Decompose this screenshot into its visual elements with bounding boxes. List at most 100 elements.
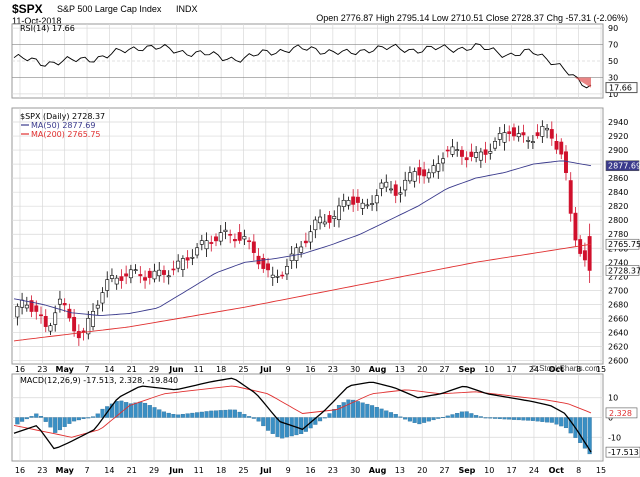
price-candle xyxy=(351,196,356,205)
x-axis-label: 8 xyxy=(576,365,581,374)
price-tick-label: 2840 xyxy=(608,188,628,197)
x-axis-label: 23 xyxy=(37,466,47,475)
macd-histogram-bar xyxy=(176,414,181,418)
macd-last-value-box xyxy=(605,446,640,458)
x-axis-label: 27 xyxy=(439,365,449,374)
macd-histogram-bar xyxy=(497,417,502,419)
macd-histogram-bar xyxy=(493,417,498,419)
price-candle xyxy=(247,240,252,243)
price-candle xyxy=(445,149,450,152)
price-tick-label: 2700 xyxy=(608,286,628,295)
price-candle xyxy=(379,182,384,189)
price-candle xyxy=(516,133,521,138)
price-candle xyxy=(176,260,181,269)
price-candle xyxy=(218,232,223,242)
price-candle xyxy=(370,203,375,205)
price-candle xyxy=(507,131,512,135)
macd-histogram-bar xyxy=(511,417,517,420)
macd-histogram-bar xyxy=(86,417,91,419)
price-candle xyxy=(493,141,498,149)
price-candle xyxy=(407,172,412,182)
x-axis-label: 7 xyxy=(84,466,89,475)
rsi-tick-label: 90 xyxy=(608,24,618,33)
macd-histogram-bar xyxy=(322,417,327,419)
x-axis-label: Sep xyxy=(458,466,475,475)
price-candle xyxy=(105,279,110,291)
chart-date: 11-Oct-2018 xyxy=(12,16,62,26)
macd-histogram-bar xyxy=(535,417,540,422)
price-candle xyxy=(147,270,152,278)
price-candle xyxy=(322,221,327,225)
macd-histogram-bar xyxy=(582,417,587,449)
macd-legend: MACD(12,26,9) -17.513, 2.328, -19.840 xyxy=(20,376,178,385)
price-candle xyxy=(251,241,256,253)
price-candle xyxy=(393,184,398,196)
price-candle xyxy=(540,126,545,137)
macd-histogram-bar xyxy=(53,417,58,433)
macd-histogram-bar xyxy=(469,413,474,418)
price-candle xyxy=(86,318,91,335)
x-axis-label: 16 xyxy=(15,365,25,374)
ma200-last-value: 2765.75 xyxy=(608,240,640,249)
rsi-tick-label: 10 xyxy=(608,90,618,99)
macd-histogram-bar xyxy=(426,417,431,422)
x-axis-label: 18 xyxy=(216,466,226,475)
price-candle xyxy=(157,269,162,277)
price-candle xyxy=(403,179,408,191)
x-axis-label: 20 xyxy=(417,365,427,374)
x-axis-label: 17 xyxy=(507,365,517,374)
macd-histogram-bar xyxy=(199,411,204,418)
rsi-tick-label: 30 xyxy=(608,73,618,82)
price-candle xyxy=(545,127,550,131)
macd-histogram-bar xyxy=(133,402,138,418)
macd-histogram-bar xyxy=(417,417,422,425)
macd-histogram-bar xyxy=(388,412,394,418)
price-candle xyxy=(417,167,422,176)
price-candle xyxy=(266,263,270,271)
price-candle xyxy=(303,240,308,244)
ma50-legend: MA(50) 2877.69 xyxy=(31,121,95,130)
macd-histogram-bar xyxy=(545,417,550,423)
price-candle xyxy=(313,219,318,231)
x-axis-label: 11 xyxy=(194,365,204,374)
price-candle xyxy=(488,151,493,154)
price-candle xyxy=(389,188,393,191)
macd-histogram-bar xyxy=(157,409,162,418)
price-tick-label: 2820 xyxy=(608,202,628,211)
macd-histogram-bar xyxy=(370,405,375,418)
ma50-last-value: 2877.69 xyxy=(608,162,640,171)
x-axis-label: May xyxy=(56,466,75,475)
macd-histogram-bar xyxy=(114,401,119,418)
macd-histogram-bar xyxy=(346,399,351,418)
macd-histogram-bar xyxy=(119,400,124,418)
price-candle xyxy=(67,308,72,319)
x-axis-label: 8 xyxy=(576,466,581,475)
stockcharts-credit: © StockCharts.com xyxy=(530,364,600,373)
price-candle xyxy=(76,331,81,339)
macd-histogram-bar xyxy=(502,417,507,420)
rsi-line xyxy=(13,43,592,89)
chart-description: S&P 500 Large Cap Index xyxy=(57,4,162,14)
macd-histogram-bar xyxy=(284,417,289,438)
macd-histogram-bar xyxy=(24,417,29,420)
x-axis-label: 14 xyxy=(104,466,114,475)
macd-histogram-bar xyxy=(213,410,219,418)
price-candle xyxy=(209,242,214,244)
price-tick-label: 2620 xyxy=(608,342,628,351)
macd-histogram-bar xyxy=(507,417,512,420)
price-candle xyxy=(133,269,138,271)
price-candle xyxy=(24,304,29,309)
price-candle xyxy=(109,275,114,279)
macd-histogram-bar xyxy=(95,413,100,418)
macd-histogram-bar xyxy=(72,417,77,422)
price-candle xyxy=(195,247,200,256)
x-axis-label: 27 xyxy=(439,466,449,475)
x-axis-label: 10 xyxy=(484,466,494,475)
x-axis-label: 30 xyxy=(350,466,360,475)
macd-signal-value: 2.328 xyxy=(609,409,632,418)
price-candle xyxy=(294,247,299,261)
macd-histogram-bar xyxy=(100,408,105,418)
macd-histogram-bar xyxy=(407,417,412,422)
macd-histogram-bar xyxy=(398,416,403,418)
